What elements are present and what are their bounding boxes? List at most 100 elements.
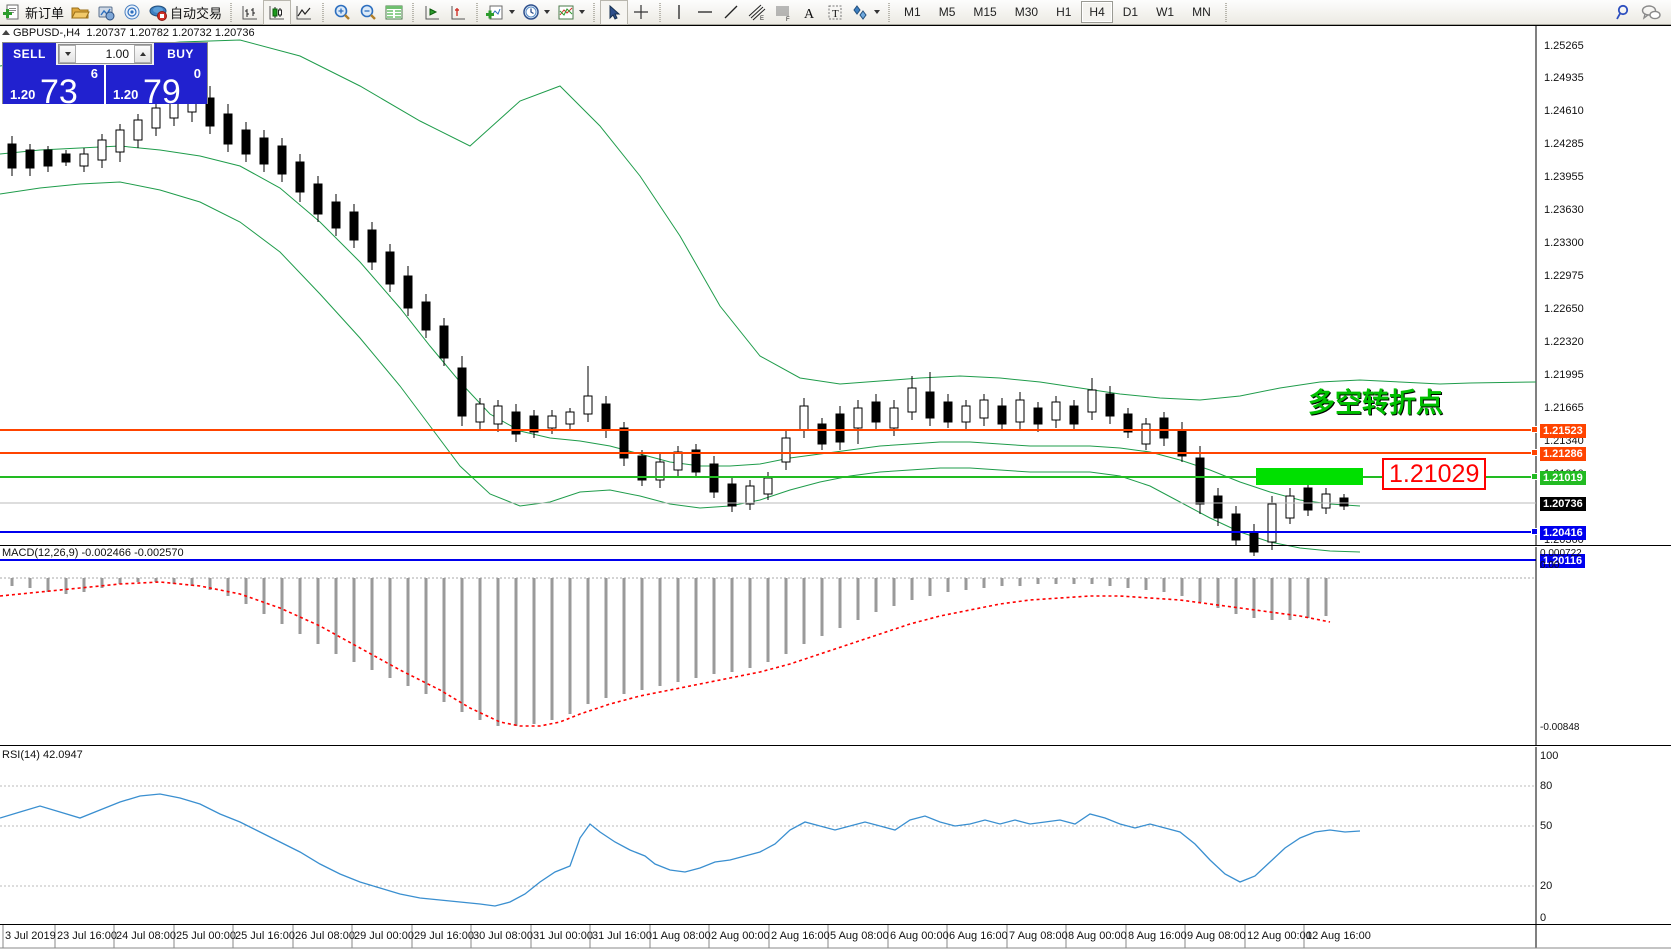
sell-button[interactable]: SELL (3, 43, 56, 65)
timeframe-h1[interactable]: H1 (1056, 5, 1072, 19)
volume-decrease-button[interactable] (59, 45, 76, 63)
time-tick: 12 Aug 00:00 (1247, 930, 1312, 942)
volume-increase-button[interactable] (134, 45, 151, 63)
timeframe-m15[interactable]: M15 (973, 5, 997, 19)
templates-button[interactable] (553, 1, 588, 24)
period-button[interactable] (518, 1, 553, 24)
signals-button[interactable] (119, 1, 145, 24)
market-icon (148, 3, 168, 22)
buy-price-display[interactable]: 1.20 79 0 (104, 65, 207, 109)
zoom-in-button[interactable] (329, 1, 355, 24)
time-tick: 12 Aug 16:00 (1306, 930, 1371, 942)
one-click-top-row: SELL 1.00 BUY (3, 43, 207, 65)
time-tick: 31 Jul 16:00 (592, 930, 652, 942)
crosshair-button[interactable] (628, 1, 654, 24)
chart-shift-button[interactable] (445, 1, 471, 24)
time-tick: 9 Aug 08:00 (1187, 930, 1246, 942)
new-order-icon (3, 3, 23, 22)
time-tick: 31 Jul 00:00 (533, 930, 593, 942)
search-icon (1614, 3, 1634, 22)
chat-button[interactable] (1637, 1, 1663, 24)
collapse-triangle-icon[interactable] (2, 30, 10, 35)
one-click-price-row: 1.20 73 6 1.20 79 0 (3, 65, 207, 109)
add-indicator-icon (486, 3, 506, 22)
timeframe-m1[interactable]: M1 (904, 5, 921, 19)
time-tick: 29 Jul 00:00 (354, 930, 414, 942)
price-tick: 1.24285 (1544, 138, 1584, 150)
line-chart-button[interactable] (291, 1, 317, 24)
chart-canvas[interactable]: GBPUSD-,H4 1.20737 1.20782 1.20732 1.207… (0, 25, 1671, 950)
shapes-caret-icon[interactable] (874, 10, 881, 14)
toolbar-separator-2 (322, 2, 325, 22)
data-window-button[interactable] (381, 1, 407, 24)
one-click-trading-panel[interactable]: SELL 1.00 BUY 1.20 73 6 1.20 79 0 (2, 42, 208, 109)
add-indicator-button[interactable] (483, 1, 518, 24)
cursor-button[interactable] (600, 0, 629, 25)
macd-pane-graphics (0, 547, 1537, 746)
timeframe-h4[interactable]: H4 (1081, 1, 1113, 23)
hline-icon (695, 3, 715, 22)
profiles-icon (96, 3, 116, 22)
add-indicator-caret-icon[interactable] (509, 10, 516, 14)
buy-price-point: 0 (193, 66, 201, 81)
templates-caret-icon[interactable] (579, 10, 586, 14)
time-tick: 5 Aug 08:00 (830, 930, 889, 942)
open-data-folder-button[interactable] (67, 1, 93, 24)
trendline-button[interactable] (718, 1, 744, 24)
new-order-label: 新订单 (25, 5, 65, 21)
time-tick: 26 Jul 08:00 (295, 930, 355, 942)
level-handle-resistance-1[interactable] (1531, 426, 1538, 433)
macd-label: MACD(12,26,9) -0.002466 -0.002570 (2, 547, 184, 559)
price-tick: 1.21665 (1544, 402, 1584, 414)
text-button[interactable]: A (796, 1, 822, 24)
time-tick: 2 Aug 16:00 (771, 930, 830, 942)
cursor-icon (604, 3, 624, 22)
bar-chart-button[interactable] (237, 1, 263, 24)
volume-stepper[interactable]: 1.00 (58, 44, 152, 64)
equidistant-channel-button[interactable]: E (744, 1, 770, 24)
time-axis-separator (0, 924, 1671, 925)
profiles-button[interactable] (93, 1, 119, 24)
auto-scroll-button[interactable] (419, 1, 445, 24)
candlestick-chart-button[interactable] (263, 0, 292, 25)
hline-button[interactable] (692, 1, 718, 24)
search-button[interactable] (1611, 1, 1637, 24)
time-tick: 7 Aug 08:00 (1009, 930, 1068, 942)
level-handle-support-green[interactable] (1531, 473, 1538, 480)
equidistant-icon: E (747, 3, 767, 22)
period-caret-icon[interactable] (544, 10, 551, 14)
chevron-down-icon (64, 52, 71, 56)
toolbar-separator-8 (1224, 2, 1227, 22)
time-tick: 25 Jul 16:00 (235, 930, 295, 942)
toolbar-separator-6 (659, 2, 662, 22)
level-handle-resistance-2[interactable] (1531, 449, 1538, 456)
new-order-button[interactable]: 新订单 (0, 1, 67, 24)
vline-button[interactable] (666, 1, 692, 24)
price-tick: 1.24935 (1544, 72, 1584, 84)
data-window-icon (384, 3, 404, 22)
time-tick: 6 Aug 00:00 (890, 930, 949, 942)
bollinger-upper-band (0, 39, 1537, 401)
timeframe-w1[interactable]: W1 (1156, 5, 1175, 19)
sell-price-display[interactable]: 1.20 73 6 (3, 65, 104, 109)
volume-value[interactable]: 1.00 (105, 47, 129, 61)
toolbar-separator-7 (888, 2, 891, 22)
label-button[interactable]: T (822, 1, 848, 24)
price-tick: 1.23630 (1544, 204, 1584, 216)
time-tick: 25 Jul 00:00 (176, 930, 236, 942)
fibonacci-button[interactable]: F (770, 1, 796, 24)
level-handle-support-blue-1[interactable] (1531, 528, 1538, 535)
zoom-out-button[interactable] (355, 1, 381, 24)
svg-text:T: T (832, 8, 839, 20)
price-tick: 1.21995 (1544, 369, 1584, 381)
timeframe-m30[interactable]: M30 (1014, 5, 1039, 19)
shapes-button[interactable] (848, 1, 883, 24)
timeframe-m5[interactable]: M5 (938, 5, 956, 19)
autotrade-label: 自动交易 (170, 5, 223, 21)
rsi-tick: 80 (1540, 780, 1553, 792)
timeframe-mn[interactable]: MN (1192, 5, 1211, 19)
timeframe-d1[interactable]: D1 (1122, 5, 1139, 19)
market-button[interactable]: 自动交易 (145, 1, 225, 24)
candlestick-chart-icon (267, 3, 287, 22)
buy-button[interactable]: BUY (154, 43, 207, 65)
